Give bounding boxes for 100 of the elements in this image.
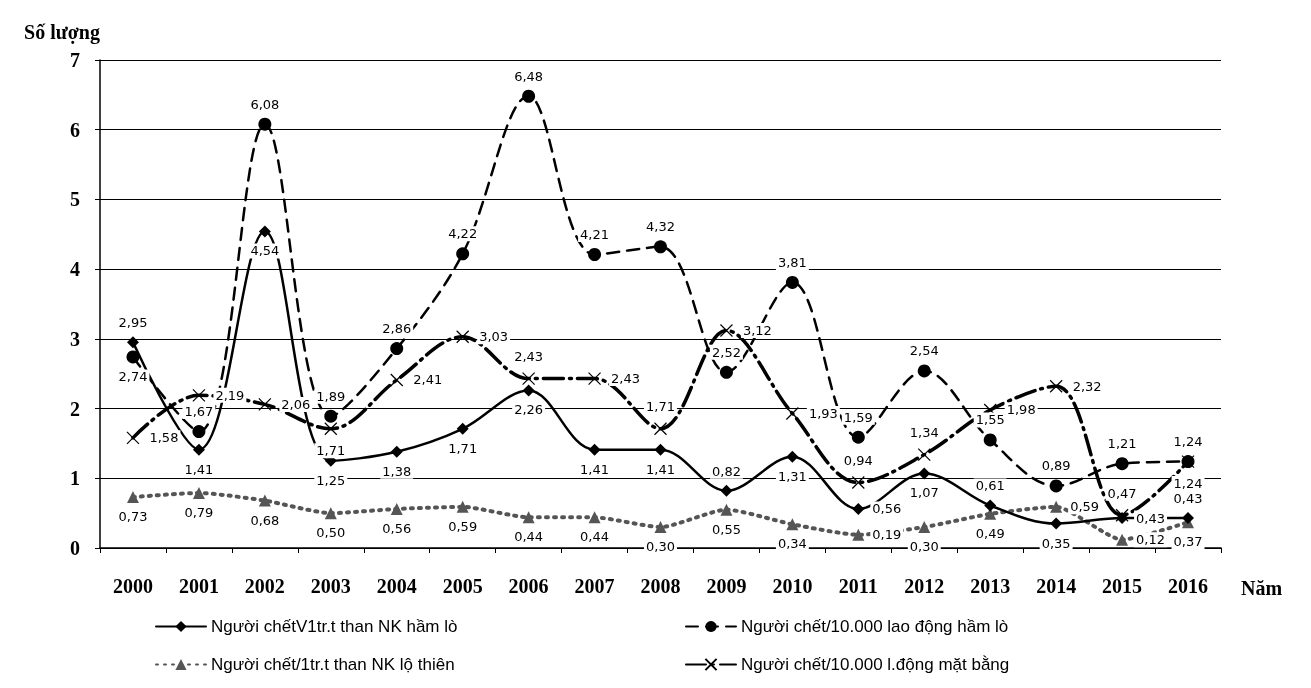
point — [1050, 517, 1063, 530]
data-label: 0,35 — [1041, 535, 1071, 551]
y-tick-label: 1 — [70, 467, 80, 490]
data-label: 1,67 — [184, 404, 214, 420]
point — [1116, 533, 1129, 546]
point — [785, 406, 799, 421]
point — [324, 507, 337, 520]
point — [390, 342, 404, 356]
data-label: 6,48 — [514, 68, 544, 84]
data-label: 0,30 — [646, 539, 675, 555]
point — [918, 467, 931, 480]
point — [852, 528, 865, 541]
x-tick-label: 2015 — [1102, 575, 1143, 597]
point — [390, 373, 404, 387]
x-tick-label: 2007 — [574, 575, 615, 597]
data-label: 1,59 — [843, 409, 873, 425]
point — [324, 422, 338, 436]
data-label: 3,03 — [479, 329, 509, 345]
point — [984, 499, 997, 512]
data-label: 0,94 — [843, 452, 873, 468]
data-label: 0,61 — [975, 478, 1005, 494]
point — [258, 117, 272, 131]
data-label: 0,37 — [1173, 534, 1203, 550]
x-axis-title: Năm — [1241, 577, 1283, 599]
x-tick-label: 2009 — [706, 575, 747, 597]
x-tick-label: 2005 — [442, 575, 483, 597]
data-label: 1,31 — [777, 468, 807, 484]
point — [852, 502, 865, 515]
data-label: 4,22 — [448, 226, 478, 242]
data-label: 2,43 — [611, 371, 641, 387]
point — [654, 443, 667, 456]
data-label: 2,54 — [909, 343, 939, 359]
data-label: 6,08 — [250, 96, 280, 112]
data-label: 1,55 — [975, 412, 1005, 428]
point — [1115, 508, 1129, 522]
data-label: 0,47 — [1107, 485, 1137, 501]
data-label: 1,25 — [316, 472, 346, 488]
x-tick-label: 2011 — [838, 575, 878, 597]
y-axis-title: Số lượng — [24, 21, 100, 44]
point — [522, 511, 535, 524]
x-tick-label: 2003 — [310, 575, 351, 597]
data-label: 4,32 — [646, 219, 675, 235]
data-label: 1,38 — [382, 463, 412, 479]
point — [390, 502, 403, 515]
point — [785, 275, 799, 289]
point — [1182, 512, 1195, 525]
point — [654, 521, 667, 534]
data-label: 0,44 — [514, 529, 544, 545]
data-label: 1,07 — [909, 485, 939, 501]
data-label: 2,52 — [711, 344, 741, 360]
data-label: 1,71 — [448, 440, 478, 456]
data-label: 0,19 — [872, 527, 902, 543]
point — [851, 475, 865, 490]
point — [720, 484, 733, 497]
point — [851, 430, 865, 444]
data-label: 1,21 — [1107, 436, 1137, 452]
point — [126, 350, 140, 364]
data-label: 0,56 — [382, 520, 412, 536]
data-label: 0,34 — [777, 536, 807, 552]
data-label: 1,41 — [580, 461, 610, 477]
point — [456, 422, 469, 435]
point — [786, 518, 799, 531]
point — [918, 521, 931, 534]
x-tick-label: 2016 — [1168, 575, 1209, 597]
point — [917, 364, 931, 378]
x-tick-label: 2012 — [904, 575, 945, 597]
data-label: 1,58 — [149, 430, 179, 446]
data-label: 1,24 — [1173, 476, 1203, 492]
data-label: 0,82 — [711, 463, 741, 479]
data-label: 1,24 — [1173, 434, 1203, 450]
data-label: 0,89 — [1041, 458, 1071, 474]
point — [720, 503, 733, 516]
point — [917, 447, 931, 462]
point — [522, 371, 536, 386]
data-label: 0,73 — [118, 509, 148, 525]
data-label: 1,71 — [316, 443, 346, 459]
data-label: 0,43 — [1173, 491, 1203, 507]
point — [983, 433, 997, 447]
data-label: 1,98 — [1006, 402, 1036, 418]
x-tick-label: 2001 — [178, 575, 219, 597]
legend-label: Người chết/1tr.t than NK lộ thiên — [211, 655, 455, 674]
point — [653, 422, 668, 436]
data-label: 0,56 — [872, 501, 902, 517]
y-tick-label: 2 — [70, 397, 80, 420]
data-label: 3,12 — [742, 322, 772, 338]
data-label: 1,34 — [909, 425, 939, 441]
data-label: 2,43 — [514, 349, 544, 365]
data-label: 2,86 — [382, 321, 412, 337]
point — [126, 491, 139, 504]
point — [719, 365, 733, 379]
data-label: 0,59 — [448, 518, 478, 534]
y-tick-label: 3 — [70, 327, 80, 350]
x-tick-label: 2013 — [970, 575, 1011, 597]
point — [1049, 379, 1063, 393]
point — [390, 445, 403, 458]
point — [456, 500, 469, 513]
point — [126, 431, 140, 445]
x-tick-label: 2010 — [772, 575, 813, 597]
point — [719, 323, 734, 338]
x-tick-label: 2014 — [1036, 575, 1077, 597]
